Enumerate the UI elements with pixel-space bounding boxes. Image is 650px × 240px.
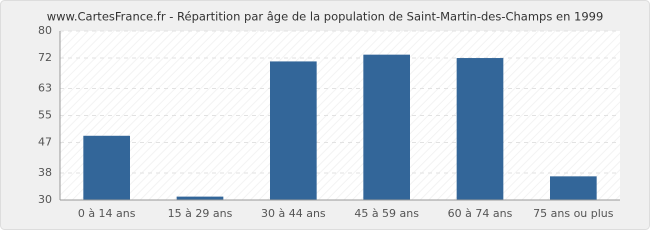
y-tick-label: 38: [38, 166, 52, 179]
chart-title: www.CartesFrance.fr - Répartition par âg…: [47, 10, 604, 24]
x-tick-label: 60 à 74 ans: [448, 207, 513, 220]
bar: [83, 135, 130, 200]
page: www.CartesFrance.fr - Répartition par âg…: [0, 0, 650, 230]
y-tick-label: 55: [38, 109, 52, 122]
chart: www.CartesFrance.fr - Répartition par âg…: [0, 0, 650, 230]
bar: [270, 61, 317, 200]
y-tick-label: 30: [38, 193, 52, 206]
y-tick-label: 63: [38, 81, 52, 94]
x-tick-label: 15 à 29 ans: [168, 207, 233, 220]
x-tick-label: 45 à 59 ans: [354, 207, 419, 220]
bar: [176, 196, 224, 200]
y-tick-label: 47: [38, 136, 52, 149]
x-tick-label: 75 ans ou plus: [533, 207, 614, 220]
y-tick-label: 72: [38, 51, 52, 64]
y-tick-label: 80: [38, 24, 52, 37]
bar: [363, 54, 410, 200]
bar: [456, 58, 504, 200]
bar: [550, 176, 597, 200]
x-tick-label: 0 à 14 ans: [78, 207, 136, 220]
x-tick-label: 30 à 44 ans: [261, 207, 326, 220]
